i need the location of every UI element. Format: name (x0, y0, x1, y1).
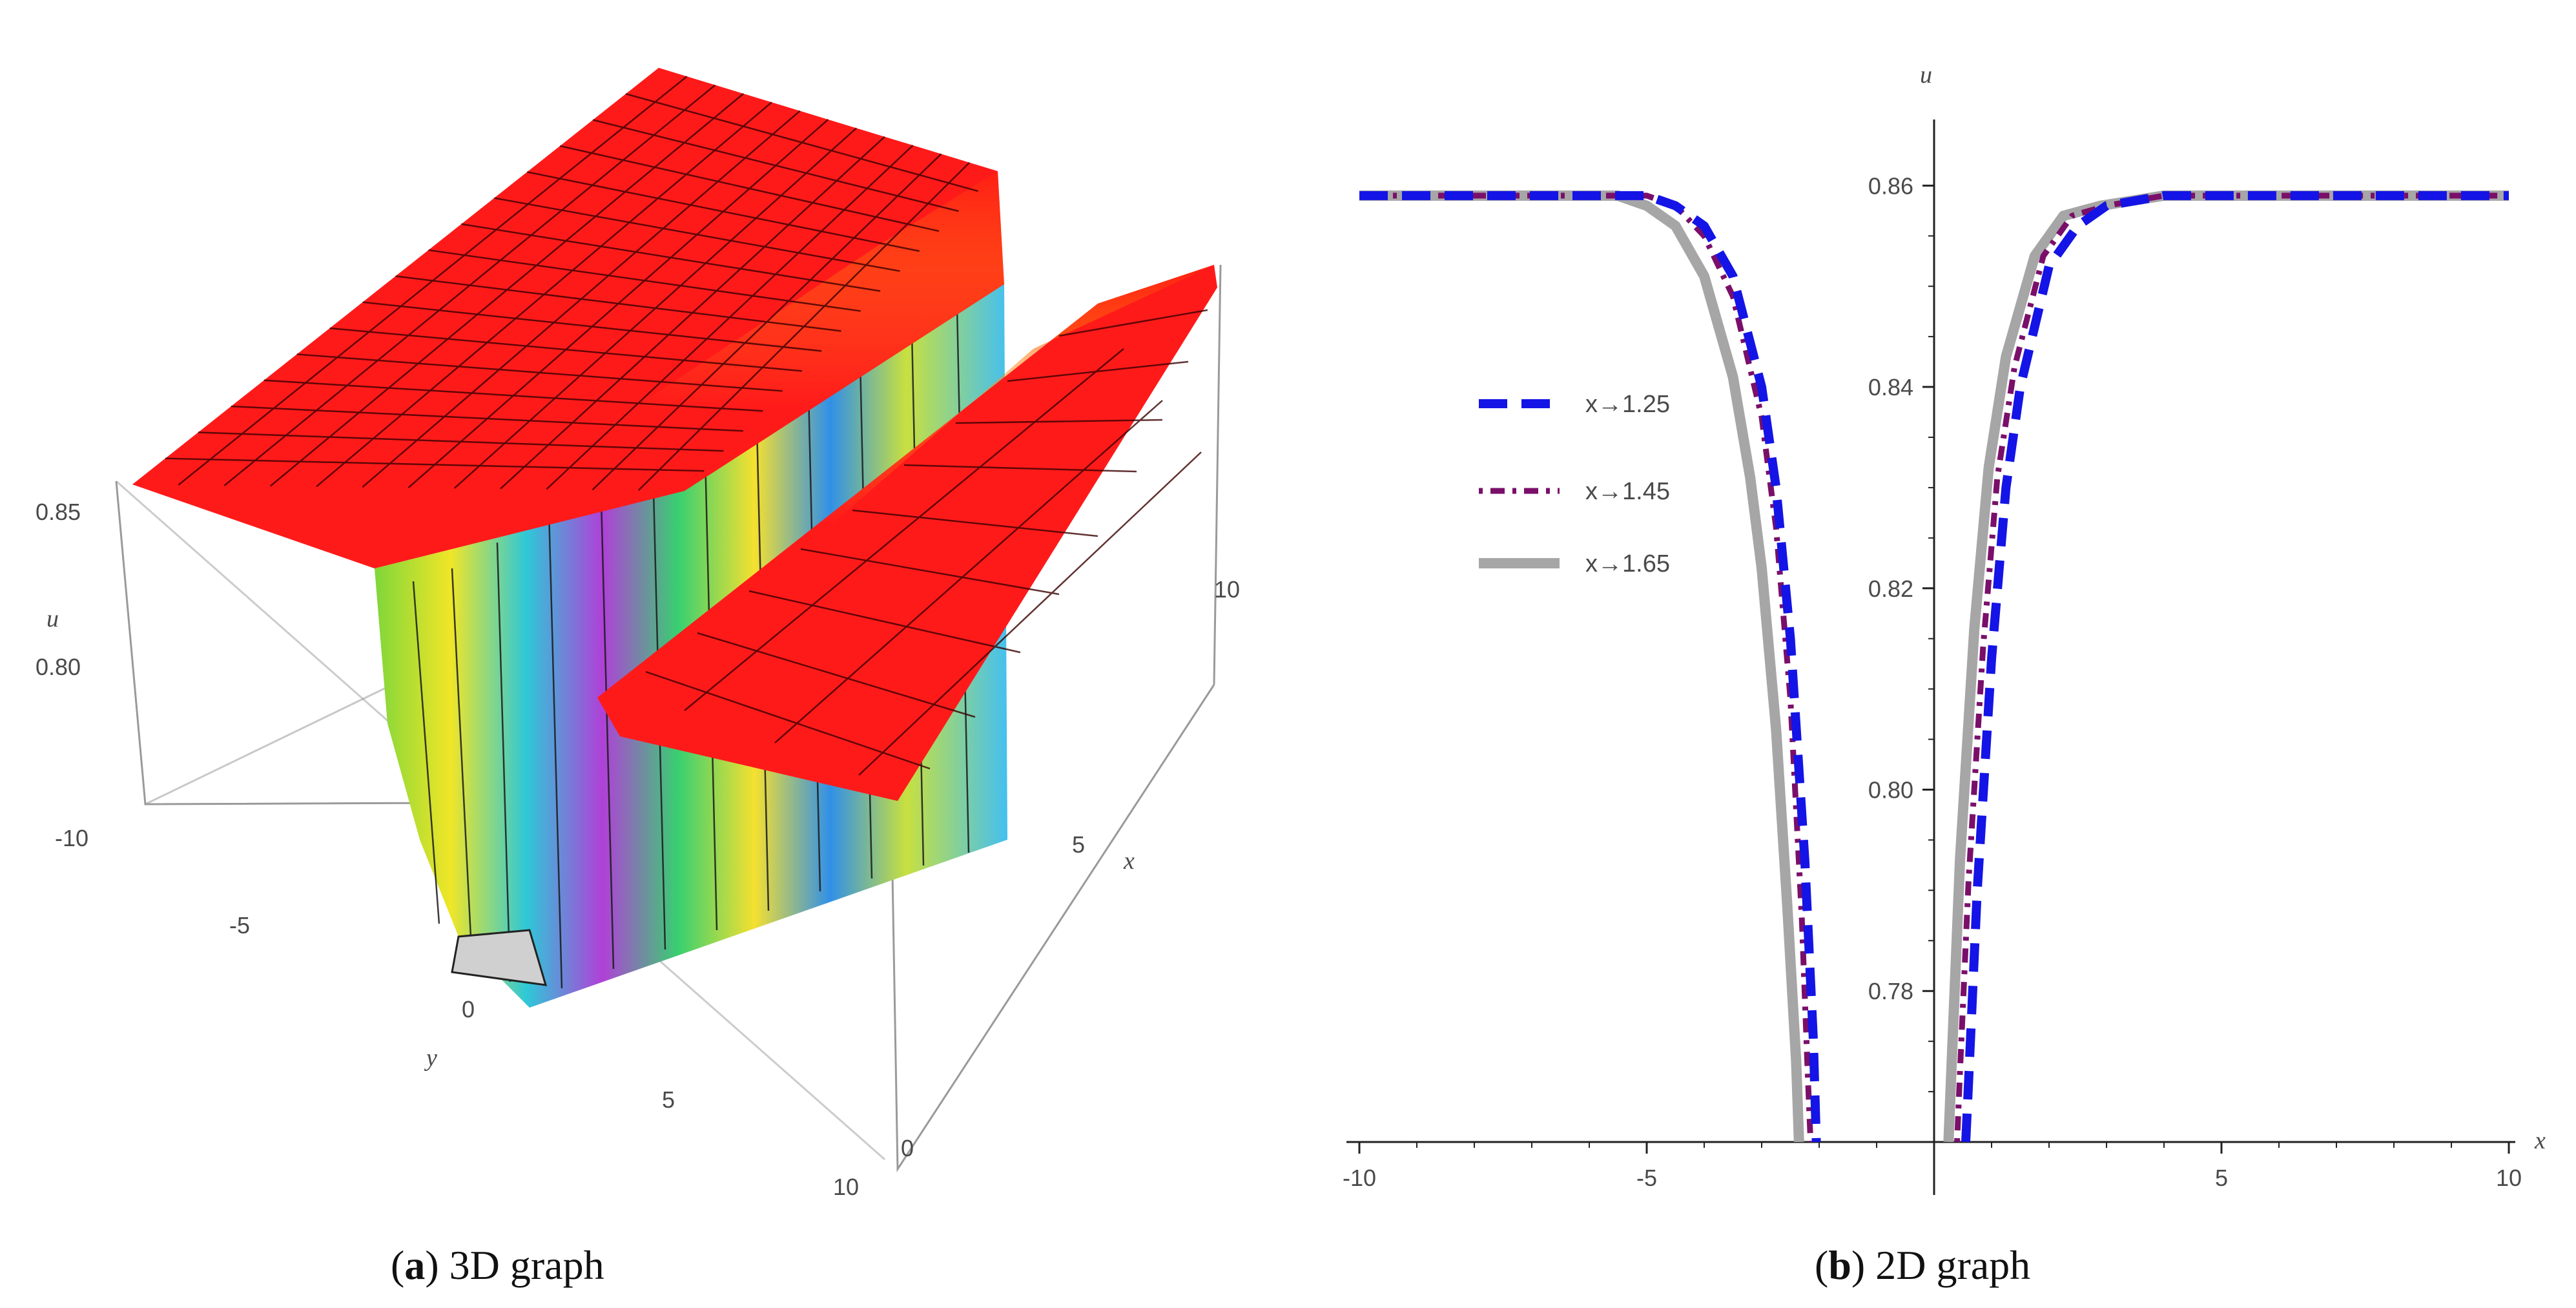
trough-wall (375, 187, 1007, 1008)
z-tick-label: 0.80 (36, 654, 81, 680)
y-tick-label: 10 (833, 1174, 859, 1200)
x-tick-label: 10 (1214, 576, 1240, 603)
series-layer (1359, 190, 2509, 1142)
x-axis: 0 5 x 10 (901, 576, 1240, 1161)
y-tick-label: 0 (462, 996, 475, 1023)
trough-floor (451, 929, 548, 986)
series-line-1-left (1359, 191, 1821, 1142)
legend: x→1.25 x→1.45 x→1.65 (1479, 391, 1670, 577)
z-axis: 0.85 u 0.80 (36, 499, 81, 680)
y-tick-label: 0.86 (1868, 172, 1913, 199)
legend-label: x→1.45 (1585, 478, 1670, 505)
y-tick-label: 0.78 (1868, 978, 1913, 1004)
caption-a-text: 3D graph (449, 1242, 604, 1288)
series-line-1-right (1961, 191, 2509, 1142)
x-axis-label: x (2534, 1127, 2546, 1154)
y-tick-label: -5 (229, 912, 250, 939)
x-axis-label: x (1123, 847, 1135, 875)
series-line-3-left (1359, 190, 1804, 1142)
legend-label: x→1.25 (1585, 391, 1670, 418)
axes (1346, 119, 2515, 1195)
y-tick-label: -10 (55, 825, 88, 851)
x-tick-label: 0 (901, 1135, 914, 1161)
x-tick-label: 5 (1072, 831, 1085, 858)
panel-a-3d-surface: 0.85 u 0.80 -10 -5 0 y 5 10 0 5 x 10 (36, 68, 1240, 1200)
x-tick-label: 10 (2496, 1165, 2522, 1191)
z-axis-label: u (46, 605, 59, 632)
caption-a-letter: a (404, 1242, 425, 1288)
series-line-2-right (1954, 192, 2509, 1142)
y-tick-label: 0.82 (1868, 576, 1913, 602)
caption-a: (a) 3D graph (391, 1242, 604, 1288)
caption-b: (b) 2D graph (1815, 1242, 2030, 1288)
x-tick-label: -10 (1343, 1165, 1376, 1191)
y-tick-label: 5 (662, 1086, 675, 1113)
y-tick-label: 0.80 (1868, 776, 1913, 803)
z-tick-label: 0.85 (36, 499, 81, 525)
back-plateau (132, 68, 1004, 568)
front-mesh (645, 309, 1208, 776)
tick-labels: -10 -5 5 10 0.78 0.80 0.82 0.84 0.86 x u (1343, 61, 2546, 1191)
y-axis: -10 -5 0 y 5 10 (55, 825, 859, 1200)
legend-label: x→1.65 (1585, 550, 1670, 577)
series-line-3-right (1943, 190, 2509, 1142)
series-line-2-left (1359, 192, 1814, 1142)
y-tick-label: 0.84 (1868, 374, 1913, 400)
caption-b-letter: b (1828, 1242, 1851, 1288)
x-tick-label: -5 (1636, 1165, 1657, 1191)
y-axis-label: u (1920, 61, 1932, 88)
x-tick-label: 5 (2215, 1165, 2228, 1191)
caption-b-text: 2D graph (1875, 1242, 2030, 1288)
y-axis-label: y (424, 1044, 437, 1072)
back-mesh (165, 76, 979, 492)
